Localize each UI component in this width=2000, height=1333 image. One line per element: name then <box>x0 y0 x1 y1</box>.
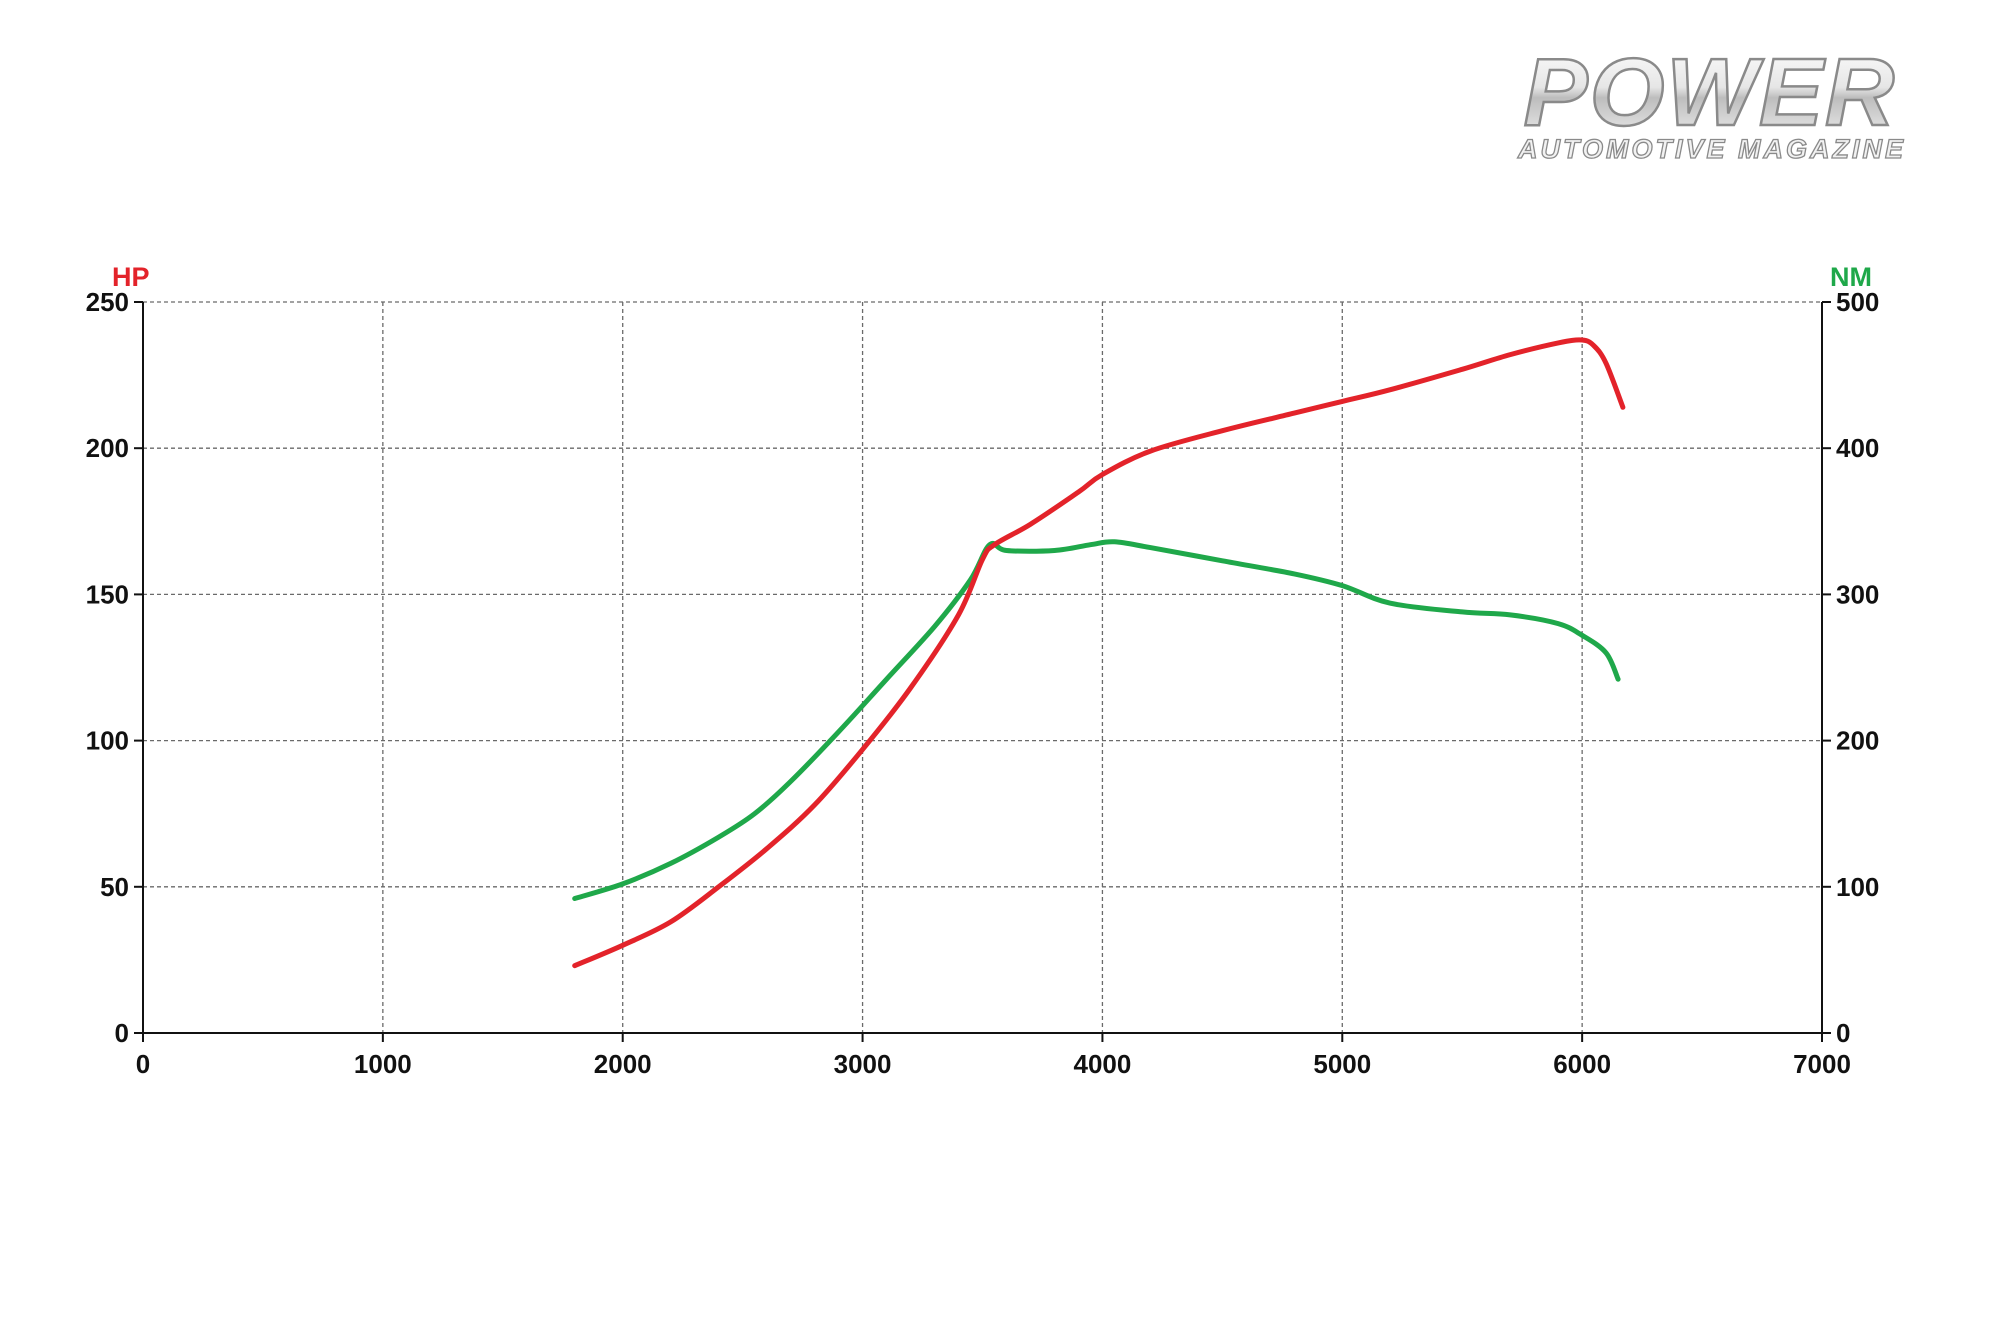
x-tick-label: 7000 <box>1793 1049 1851 1079</box>
x-tick-label: 6000 <box>1553 1049 1611 1079</box>
y-left-tick-label: 150 <box>86 579 129 609</box>
x-tick-label: 4000 <box>1074 1049 1132 1079</box>
y-right-tick-label: 500 <box>1836 287 1879 317</box>
x-tick-label: 3000 <box>834 1049 892 1079</box>
y-left-tick-label: 100 <box>86 726 129 756</box>
power-curve-line <box>572 337 1626 969</box>
x-tick-label: 2000 <box>594 1049 652 1079</box>
power-magazine-logo: POWER AUTOMOTIVE MAGAZINE <box>1516 50 1906 165</box>
y-right-axis-title: NM <box>1830 262 1872 292</box>
y-right-tick-label: 200 <box>1836 726 1879 756</box>
y-left-axis-title: HP <box>112 262 150 292</box>
y-left-tick-label: 250 <box>86 287 129 317</box>
chart-series <box>572 337 1626 969</box>
y-left-tick-label: 50 <box>100 872 129 902</box>
chart-axes <box>134 301 1831 1042</box>
logo-wordmark: POWER <box>1524 50 1897 146</box>
y-right-tick-label: 300 <box>1836 579 1879 609</box>
x-tick-label: 5000 <box>1313 1049 1371 1079</box>
y-left-tick-label: 200 <box>86 433 129 463</box>
chart-grid <box>143 301 1822 1033</box>
x-axis-ticks: 0 1000 2000 3000 4000 5000 6000 7000 <box>136 1049 1851 1079</box>
x-tick-label: 1000 <box>354 1049 412 1079</box>
torque-curve-line <box>572 539 1621 901</box>
y-right-axis-ticks: 0 100 200 300 400 500 <box>1836 287 1879 1048</box>
y-left-axis-ticks: 0 50 100 150 200 250 <box>86 287 129 1048</box>
x-tick-label: 0 <box>136 1049 150 1079</box>
y-right-tick-label: 100 <box>1836 872 1879 902</box>
y-right-tick-label: 0 <box>1836 1018 1850 1048</box>
y-right-tick-label: 400 <box>1836 433 1879 463</box>
logo-tagline: AUTOMOTIVE MAGAZINE <box>1517 134 1906 164</box>
y-left-tick-label: 0 <box>115 1018 129 1048</box>
